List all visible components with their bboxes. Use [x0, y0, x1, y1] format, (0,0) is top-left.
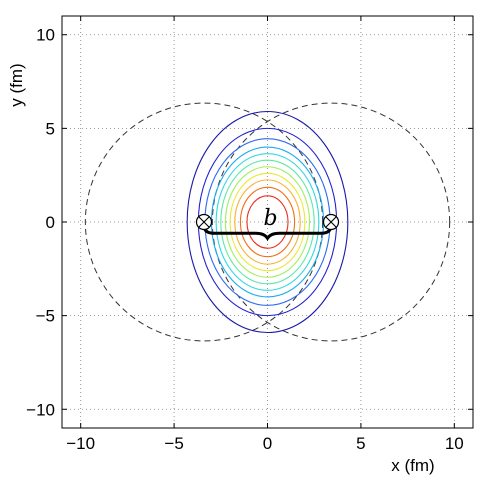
tick-labels: −10 −5 0 5 10 −10 −5 0 5 10 — [26, 26, 464, 453]
nucleus-outlines — [84, 102, 451, 342]
y-tick-label: 10 — [36, 26, 55, 45]
x-tick-label: −10 — [66, 434, 95, 453]
marker-cross — [198, 216, 210, 228]
impact-parameter-brace: b — [202, 206, 333, 242]
contour-line — [215, 153, 320, 291]
marker-cross — [325, 216, 337, 228]
y-tick-label: 5 — [46, 119, 55, 138]
brace-path — [202, 223, 333, 242]
nucleus-outline — [211, 102, 451, 342]
x-tick-label: 0 — [263, 434, 272, 453]
y-tick-label: −10 — [26, 400, 55, 419]
contour-line — [246, 195, 289, 249]
nucleus-center-marker — [195, 213, 213, 231]
nucleus-centers — [195, 213, 340, 231]
x-tick-label: 5 — [356, 434, 365, 453]
axes — [61, 15, 474, 429]
contour-line — [234, 179, 301, 265]
plot-area: b — [84, 102, 451, 342]
contour-line — [224, 166, 311, 278]
contour-line — [239, 186, 296, 258]
y-axis-label: y (fm) — [7, 63, 26, 106]
x-axis-label: x (fm) — [391, 456, 434, 475]
x-tick-label: −5 — [164, 434, 183, 453]
contour-line — [220, 159, 315, 285]
impact-parameter-label: b — [263, 206, 277, 231]
y-tick-label: 0 — [46, 213, 55, 232]
contour-lines — [186, 110, 349, 334]
x-tick-label: 10 — [445, 434, 464, 453]
nucleus-center-marker — [322, 213, 340, 231]
y-tick-label: −5 — [36, 307, 55, 326]
nucleus-outline — [84, 102, 324, 342]
contour-line — [186, 110, 349, 334]
contour-line — [229, 172, 306, 272]
